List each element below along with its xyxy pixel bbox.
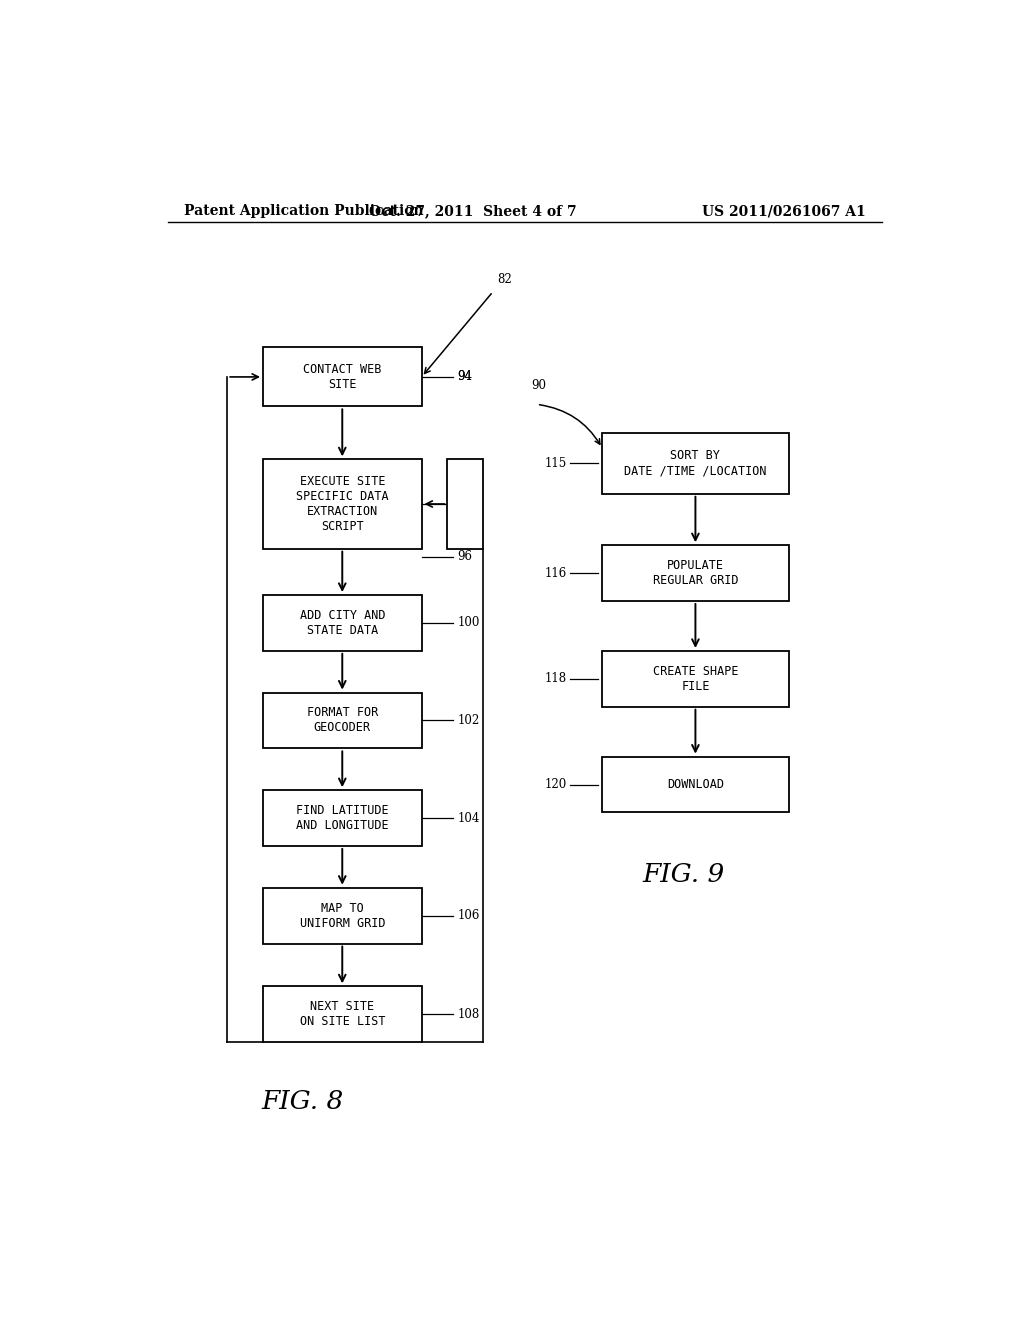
Text: DOWNLOAD: DOWNLOAD: [667, 777, 724, 791]
Text: 120: 120: [544, 777, 566, 791]
FancyBboxPatch shape: [263, 887, 422, 944]
Text: Patent Application Publication: Patent Application Publication: [183, 205, 423, 218]
FancyBboxPatch shape: [602, 651, 788, 706]
Text: FORMAT FOR
GEOCODER: FORMAT FOR GEOCODER: [306, 706, 378, 734]
Text: SORT BY
DATE /TIME /LOCATION: SORT BY DATE /TIME /LOCATION: [625, 449, 767, 478]
Text: 82: 82: [497, 273, 512, 286]
Text: 98: 98: [458, 498, 472, 511]
Text: 115: 115: [544, 457, 566, 470]
FancyBboxPatch shape: [602, 433, 788, 494]
Text: EXECUTE SITE
SPECIFIC DATA
EXTRACTION
SCRIPT: EXECUTE SITE SPECIFIC DATA EXTRACTION SC…: [296, 475, 388, 533]
FancyBboxPatch shape: [263, 595, 422, 651]
Text: FIG. 8: FIG. 8: [261, 1089, 344, 1114]
Text: Oct. 27, 2011  Sheet 4 of 7: Oct. 27, 2011 Sheet 4 of 7: [370, 205, 578, 218]
FancyBboxPatch shape: [263, 986, 422, 1043]
Text: 90: 90: [531, 379, 546, 392]
Text: ADD CITY AND
STATE DATA: ADD CITY AND STATE DATA: [300, 609, 385, 636]
FancyBboxPatch shape: [263, 693, 422, 748]
Text: 108: 108: [458, 1007, 479, 1020]
Text: 96: 96: [458, 550, 472, 564]
FancyBboxPatch shape: [447, 459, 483, 549]
FancyBboxPatch shape: [602, 545, 788, 601]
FancyBboxPatch shape: [602, 756, 788, 812]
Text: CREATE SHAPE
FILE: CREATE SHAPE FILE: [652, 665, 738, 693]
Text: 102: 102: [458, 714, 479, 727]
FancyBboxPatch shape: [263, 347, 422, 407]
Text: 104: 104: [458, 812, 479, 825]
Text: MAP TO
UNIFORM GRID: MAP TO UNIFORM GRID: [300, 902, 385, 929]
Text: 106: 106: [458, 909, 479, 923]
FancyBboxPatch shape: [263, 791, 422, 846]
Text: NEXT SITE
ON SITE LIST: NEXT SITE ON SITE LIST: [300, 1001, 385, 1028]
Text: FIG. 9: FIG. 9: [642, 862, 725, 887]
Text: 100: 100: [458, 616, 479, 630]
Text: 116: 116: [544, 566, 566, 579]
Text: 118: 118: [545, 672, 566, 685]
Text: FIND LATITUDE
AND LONGITUDE: FIND LATITUDE AND LONGITUDE: [296, 804, 388, 832]
Text: POPULATE
REGULAR GRID: POPULATE REGULAR GRID: [652, 560, 738, 587]
Text: US 2011/0261067 A1: US 2011/0261067 A1: [702, 205, 866, 218]
FancyBboxPatch shape: [263, 459, 422, 549]
Text: 94: 94: [458, 371, 472, 383]
Text: 94: 94: [458, 371, 472, 383]
Text: CONTACT WEB
SITE: CONTACT WEB SITE: [303, 363, 382, 391]
